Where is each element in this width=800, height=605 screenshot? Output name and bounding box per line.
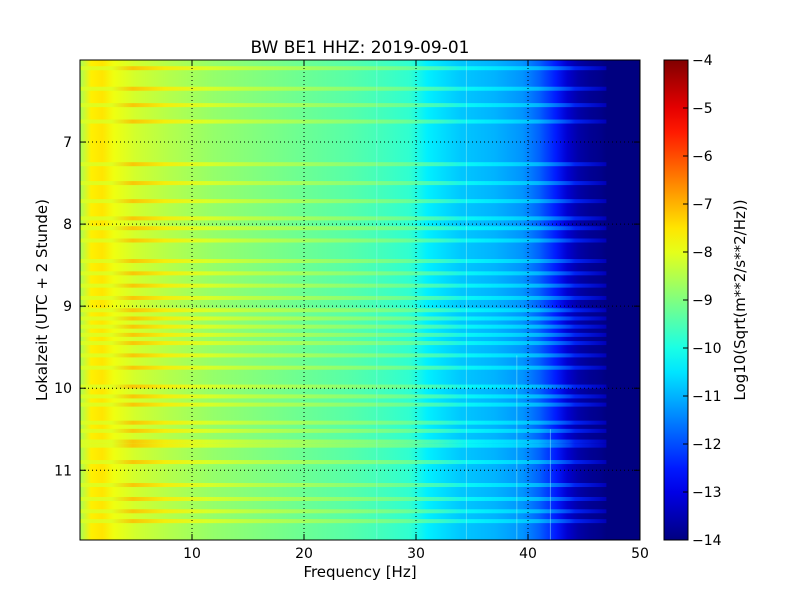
spectrogram-row — [80, 460, 607, 465]
y-tick-label: 11 — [54, 463, 72, 479]
spectrogram-row — [80, 443, 607, 448]
x-tick-label: 20 — [295, 546, 313, 562]
spectrogram-row — [80, 332, 607, 337]
spectrogram-row — [80, 428, 607, 433]
spectrogram-row — [80, 384, 607, 389]
chart-title: BW BE1 HHZ: 2019-09-01 — [250, 38, 469, 58]
spectrogram-row — [80, 402, 607, 407]
spectrogram-texture — [376, 60, 551, 540]
x-tick-label: 40 — [519, 546, 537, 562]
spectrogram-row — [80, 238, 607, 243]
plot-frame — [79, 59, 641, 541]
spectrogram-base — [80, 60, 640, 540]
x-axis: 10 20 30 40 50 — [183, 60, 649, 562]
colorbar-label: Log10(Sqrt(m**2/s**2/Hz)) — [731, 199, 749, 400]
spectrogram-row — [80, 439, 607, 444]
colorbar-tick-label: −14 — [692, 533, 722, 549]
spectrogram-row — [80, 394, 607, 399]
y-tick-label: 10 — [54, 381, 72, 397]
colorbar-tick-label: −10 — [692, 341, 722, 357]
y-tick-label: 7 — [63, 135, 72, 151]
y-axis-label: Lokalzeit (UTC + 2 Stunde) — [33, 199, 51, 401]
colorbar-tick-label: −9 — [692, 293, 713, 309]
colorbar-tick-label: −8 — [692, 245, 713, 261]
spectrogram-row — [80, 162, 607, 167]
colorbar-tick-label: −4 — [692, 53, 713, 69]
colorbar-tick-label: −5 — [692, 101, 713, 117]
spectrogram-rows — [80, 66, 607, 524]
y-tick-label: 8 — [63, 217, 72, 233]
spectrogram-row — [80, 103, 607, 108]
spectrogram-row — [80, 316, 607, 321]
spectrogram-row — [80, 283, 607, 288]
grid-lines — [80, 60, 640, 540]
spectrogram-row — [80, 295, 607, 300]
x-tick-label: 30 — [407, 546, 425, 562]
x-tick-label: 50 — [631, 546, 649, 562]
spectrogram-row — [80, 324, 607, 329]
spectrogram-row — [80, 226, 607, 231]
colorbar-tick-label: −11 — [692, 389, 722, 405]
spectrogram-row — [80, 509, 607, 514]
spectrogram-row — [80, 119, 607, 124]
spectrogram-row — [80, 365, 607, 370]
spectrogram-row — [80, 181, 607, 186]
spectrogram-row — [80, 86, 607, 91]
spectrogram-row — [80, 271, 607, 276]
x-axis-label: Frequency [Hz] — [303, 563, 416, 581]
spectrogram-row — [80, 519, 607, 524]
x-tick-label: 10 — [183, 546, 201, 562]
spectrogram-row — [80, 353, 607, 358]
colorbar-tick-label: −12 — [692, 437, 722, 453]
colorbar: −4 −5 −6 −7 −8 −9 −10 −11 −12 −13 −14 — [663, 53, 722, 549]
spectrogram-row — [80, 341, 607, 346]
spectrogram-row — [80, 483, 607, 488]
colorbar-ticks: −4 −5 −6 −7 −8 −9 −10 −11 −12 −13 −14 — [683, 53, 722, 549]
spectrogram-row — [80, 199, 607, 204]
colorbar-tick-label: −13 — [692, 485, 722, 501]
spectrogram-row — [80, 259, 607, 264]
spectrogram-row — [80, 308, 607, 313]
spectrogram-row — [80, 496, 607, 501]
y-axis: 7 8 9 10 11 — [54, 135, 640, 479]
spectrogram-row — [80, 216, 607, 221]
spectrogram-row — [80, 420, 607, 425]
y-tick-label: 9 — [63, 299, 72, 315]
spectrogram-row — [80, 66, 607, 71]
colorbar-tick-label: −6 — [692, 149, 713, 165]
plot-area — [80, 60, 640, 540]
colorbar-tick-label: −7 — [692, 197, 713, 213]
